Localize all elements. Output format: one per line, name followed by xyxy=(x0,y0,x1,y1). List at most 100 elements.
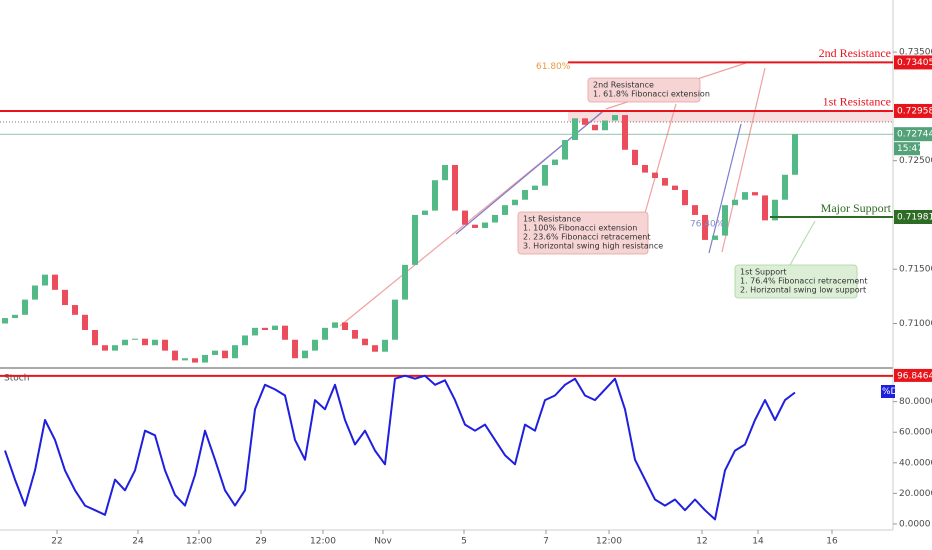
candle-body xyxy=(522,189,528,200)
candle-body xyxy=(582,118,588,125)
annotation-box xyxy=(517,211,649,255)
candle-body xyxy=(42,274,48,286)
annotation-text: 2nd Resistance xyxy=(593,81,654,90)
candle-body xyxy=(312,339,318,351)
indicator-level-box xyxy=(894,368,932,382)
current-price: 0.72744 xyxy=(897,130,932,140)
x-tick-label: 12:00 xyxy=(186,537,212,547)
timer: 15:47 xyxy=(897,144,923,154)
candle-body xyxy=(482,222,488,228)
annotation-text: 3. Horizontal swing high resistance xyxy=(523,242,663,251)
candle-body xyxy=(682,189,688,206)
candle-body xyxy=(342,322,348,331)
fib-label: 61.80% xyxy=(536,62,571,72)
y2-tick-label: 0.0000 xyxy=(899,519,931,529)
arrow xyxy=(708,123,742,254)
candle-body xyxy=(182,358,188,361)
candle-body xyxy=(612,115,618,121)
candle-body xyxy=(322,327,328,340)
annotation-box xyxy=(587,77,701,103)
timer-box xyxy=(894,142,920,156)
y-tick-label: 0.71000 xyxy=(899,319,932,329)
current-price-box xyxy=(894,127,932,142)
connector xyxy=(644,103,677,214)
candle-body xyxy=(382,339,388,352)
candle-body xyxy=(732,199,738,206)
x-tick-label: 5 xyxy=(461,537,467,547)
candle-body xyxy=(332,322,338,328)
x-tick-label: 14 xyxy=(752,537,764,547)
level-price-box xyxy=(894,55,932,70)
candle-body xyxy=(192,358,198,363)
candle-body xyxy=(72,305,78,315)
x-tick-label: 16 xyxy=(826,537,838,547)
candle-body xyxy=(592,124,598,131)
annotation-box xyxy=(734,264,858,299)
candle-body xyxy=(82,314,88,331)
annotation-text: 1st Resistance xyxy=(523,215,581,224)
candle-body xyxy=(512,199,518,206)
candle-body xyxy=(32,285,38,300)
level-price-box xyxy=(894,210,932,225)
level-name: Major Support xyxy=(821,201,892,215)
x-tick-label: 12:00 xyxy=(596,537,622,547)
candle-body xyxy=(152,339,158,346)
candle-body xyxy=(692,205,698,215)
candle-body xyxy=(492,214,498,223)
y2-tick-label: 80.0000 xyxy=(899,397,932,407)
candle-body xyxy=(372,345,378,352)
resistance-zone xyxy=(568,110,893,122)
level-name: 2nd Resistance xyxy=(819,46,891,60)
candle-body xyxy=(242,335,248,346)
candle-body xyxy=(422,210,428,215)
x-tick-label: Nov xyxy=(374,537,392,547)
level-price: 0.72958 xyxy=(897,106,932,116)
x-tick-label: 22 xyxy=(51,537,62,547)
annotation-text: 2. Horizontal swing low support xyxy=(740,286,866,295)
x-tick-label: 7 xyxy=(543,537,549,547)
level-price: 0.71981 xyxy=(897,213,932,223)
x-tick-label: 24 xyxy=(132,537,144,547)
candle-body xyxy=(362,338,368,346)
candle-body xyxy=(282,325,288,340)
candle-body xyxy=(222,350,228,359)
connector xyxy=(789,220,816,266)
candle-body xyxy=(52,274,58,290)
level-name: 1st Resistance xyxy=(823,95,891,109)
candle-body xyxy=(722,205,728,236)
candle-body xyxy=(172,350,178,361)
drawings xyxy=(339,62,816,327)
candle-body xyxy=(112,345,118,351)
annotation-text: 1. 76.4% Fibonacci retracement xyxy=(740,277,868,286)
x-tick-label: 29 xyxy=(255,537,267,547)
candle-body xyxy=(122,339,128,346)
candle-body xyxy=(12,314,18,319)
x-tick-label: 12 xyxy=(696,537,707,547)
candle-body xyxy=(22,299,28,315)
indicator-name: Stoch xyxy=(4,374,29,384)
candle-body xyxy=(662,178,668,186)
candle-body xyxy=(632,149,638,166)
annotation-text: 1. 100% Fibonacci extension xyxy=(523,224,637,233)
y2-tick-label: 60.0000 xyxy=(899,428,932,438)
candle-body xyxy=(702,214,708,240)
candle-body xyxy=(232,345,238,359)
candle-body xyxy=(652,172,658,179)
candle-body xyxy=(562,140,568,160)
y2-tick-label: 20.0000 xyxy=(899,489,932,499)
candle-body xyxy=(442,165,448,181)
x-tick-label: 12:00 xyxy=(310,537,336,547)
candle-body xyxy=(532,185,538,190)
level-price-box xyxy=(894,103,932,118)
annotation-text: 1st Support xyxy=(740,268,787,277)
series-name-box xyxy=(881,385,895,398)
candle-body xyxy=(352,330,358,339)
candle-body xyxy=(742,192,748,200)
candle-body xyxy=(212,350,218,355)
candle-body xyxy=(2,318,8,324)
stoch-line xyxy=(4,374,796,521)
candle-body xyxy=(392,299,398,340)
